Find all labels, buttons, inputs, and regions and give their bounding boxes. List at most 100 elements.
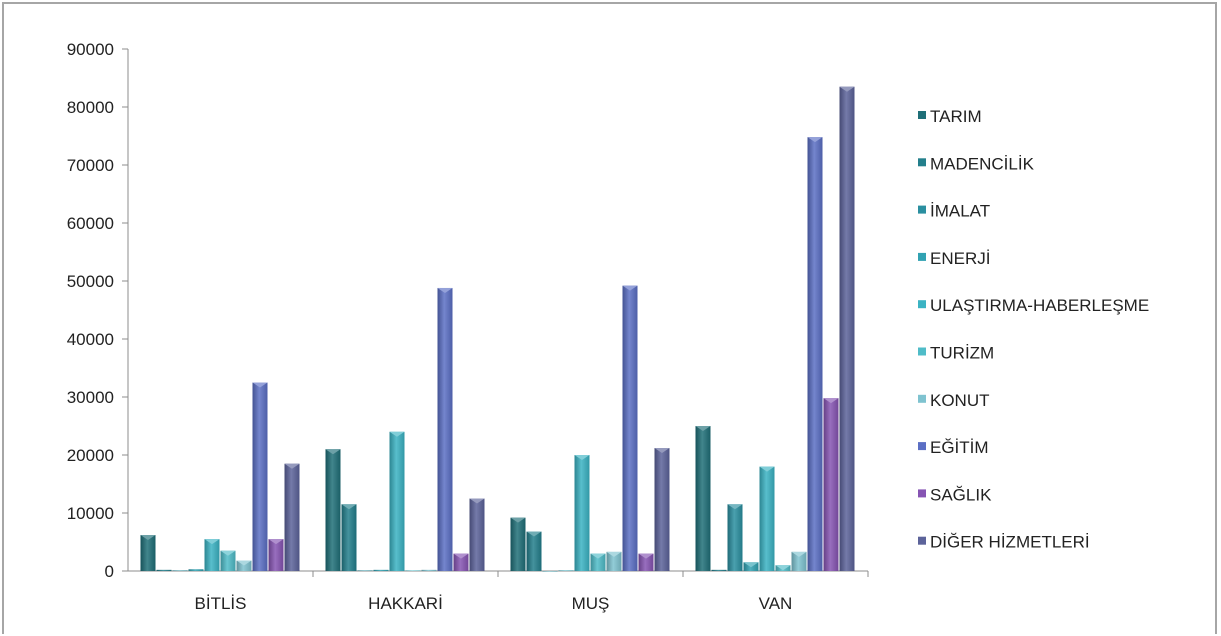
bar-cap [606,551,622,557]
bar-body [325,449,341,571]
y-ticks: 0 10000 20000 30000 40000 50000 60000 70000 8000… [67,40,128,581]
bar [791,551,807,571]
bar-body [807,137,823,571]
legend-swatch [918,394,926,403]
bar-cap [727,504,743,510]
bar [156,569,172,571]
bar-body [204,539,220,571]
legend-label: KONUT [930,391,990,410]
y-tick-label: 50000 [67,272,114,291]
bar [389,431,405,571]
bar-cap [574,455,590,460]
bar [743,562,759,571]
bar-cap [437,287,453,293]
bar [453,553,469,571]
x-category-label: HAKKARİ [368,594,443,613]
bar-cap [220,550,236,556]
bar-cap [695,426,711,431]
bar [405,570,421,571]
legend-swatch [918,158,926,167]
legend-label: ULAŞTIRMA-HABERLEŞME [930,296,1149,315]
legend-label: TURİZM [930,344,994,363]
bar-cap [775,565,791,571]
bar [172,570,188,571]
bar-cap [526,531,542,537]
bar-body [542,571,558,572]
bar-body [606,551,622,571]
bar-body [695,426,711,571]
bar-cap [268,539,284,545]
legend-item: KONUT [918,391,990,410]
legend-item: İMALAT [918,202,990,221]
axes [127,49,869,577]
bar-body [341,504,357,571]
bar [606,551,622,571]
bar-body [421,569,437,571]
x-category-label: MUŞ [572,594,610,613]
bar [437,287,453,571]
legend-label: SAĞLIK [930,485,992,504]
bar [284,463,300,571]
bar [357,570,373,571]
bar [807,137,823,571]
y-tick-label: 80000 [67,98,114,117]
bar-cap [469,498,485,504]
bar-body [638,553,654,571]
bar [510,517,526,571]
legend-item: DİĞER HİZMETLERİ [918,533,1090,552]
bar-body [558,570,574,571]
bar [421,569,437,571]
bar-body [284,463,300,571]
bar-body [357,570,373,571]
bar-cap [743,562,759,568]
bar-cap [453,553,469,559]
bar-body [654,448,670,571]
bar-cap [823,398,839,404]
legend-item: TARIM [918,107,982,126]
legend-item: EĞİTİM [918,438,989,457]
legend-label: İMALAT [930,202,990,221]
bar [727,504,743,571]
bar-cap [759,466,775,472]
bar-cap [622,285,638,291]
bar [252,382,268,571]
bar-body [389,431,405,571]
bar [622,285,638,571]
legend-item: SAĞLIK [918,485,992,504]
legend: TARIM MADENCİLİK İMALAT ENERJİ ULAŞTIRMA-HAB… [918,107,1149,552]
bar-cap [389,431,405,437]
bar-cap [654,448,670,454]
legend-swatch [918,536,926,545]
bar-cap [638,553,654,559]
bar-body [156,569,172,571]
bar [204,539,220,571]
bar [188,569,204,571]
bar [574,455,590,571]
bar-body [236,560,252,571]
bar-cap [839,86,855,92]
bar [542,571,558,572]
bar-body [839,86,855,571]
bar-body [140,535,156,571]
bar [638,553,654,571]
bar-body [172,570,188,571]
legend-label: EĞİTİM [930,438,989,457]
bar-body [268,539,284,571]
bar-cap [807,137,823,143]
bar-cap [325,449,341,455]
legend-item: TURİZM [918,344,994,363]
bar-body [220,550,236,571]
bar [373,569,389,571]
y-tick-label: 20000 [67,446,114,465]
bar [823,398,839,571]
bar-body [469,498,485,571]
bar-cap [590,553,606,559]
y-tick-label: 10000 [67,504,114,523]
bar-body [727,504,743,571]
bar [759,466,775,571]
y-tick-label: 0 [105,562,114,581]
bar [775,565,791,571]
bar-body [510,517,526,571]
bar-body [791,551,807,571]
